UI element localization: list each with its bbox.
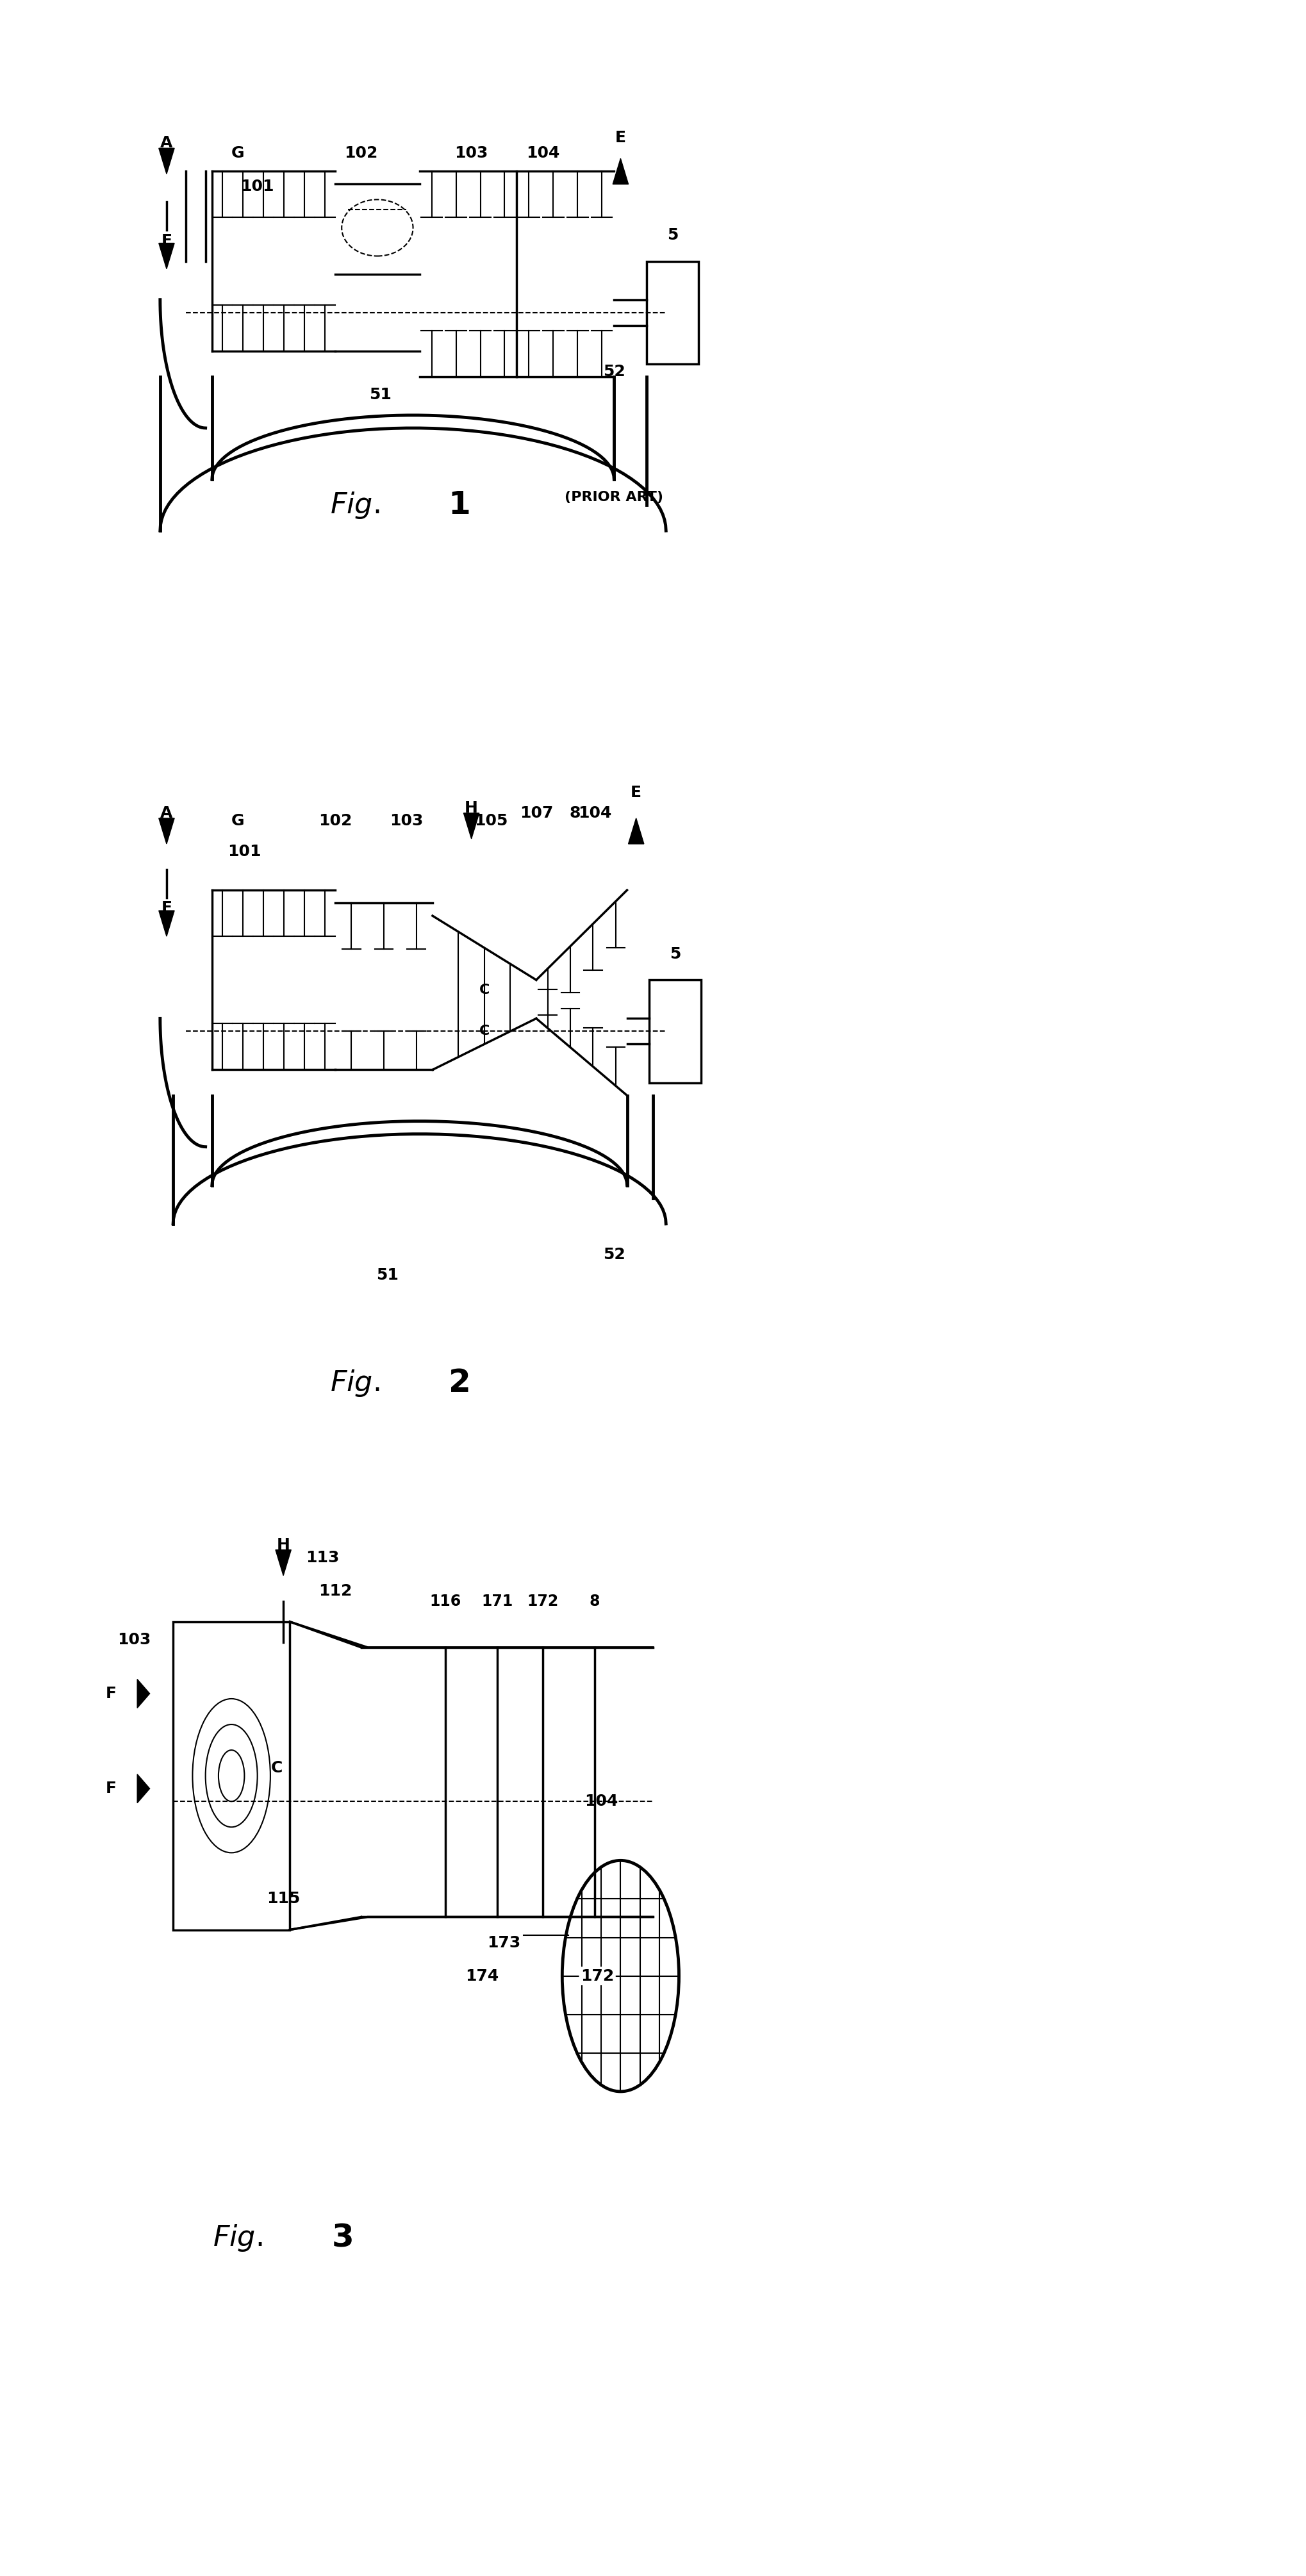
Text: A: A bbox=[161, 806, 172, 822]
Polygon shape bbox=[276, 1551, 291, 1577]
Text: $\mathit{Fig.}$: $\mathit{Fig.}$ bbox=[330, 489, 380, 520]
Text: 107: 107 bbox=[520, 806, 552, 822]
Text: 174: 174 bbox=[465, 1968, 499, 1984]
Text: 172: 172 bbox=[526, 1595, 559, 1610]
Polygon shape bbox=[613, 160, 628, 183]
Text: F: F bbox=[106, 1685, 116, 1700]
Polygon shape bbox=[159, 912, 175, 935]
Text: $\mathit{Fig.}$: $\mathit{Fig.}$ bbox=[213, 2223, 263, 2254]
Text: $\mathbf{1}$: $\mathbf{1}$ bbox=[448, 489, 469, 520]
Text: 173: 173 bbox=[487, 1935, 521, 1950]
Text: 101: 101 bbox=[240, 178, 274, 193]
Text: C: C bbox=[270, 1759, 282, 1775]
Text: E: E bbox=[615, 131, 626, 147]
Text: 5: 5 bbox=[670, 945, 680, 961]
Text: 51: 51 bbox=[376, 1267, 398, 1283]
Text: G: G bbox=[231, 814, 244, 829]
Polygon shape bbox=[137, 1680, 150, 1708]
FancyBboxPatch shape bbox=[174, 1623, 290, 1929]
Text: E: E bbox=[631, 786, 641, 801]
Text: G: G bbox=[231, 147, 244, 162]
Text: 103: 103 bbox=[454, 147, 488, 162]
Text: (PRIOR ART): (PRIOR ART) bbox=[564, 492, 663, 505]
Text: 103: 103 bbox=[389, 814, 423, 829]
Text: C: C bbox=[479, 984, 490, 997]
Text: 52: 52 bbox=[603, 1247, 626, 1262]
Text: 113: 113 bbox=[306, 1551, 340, 1566]
Text: 171: 171 bbox=[482, 1595, 513, 1610]
Text: A: A bbox=[161, 137, 172, 152]
Text: F: F bbox=[106, 1780, 116, 1795]
Polygon shape bbox=[159, 819, 175, 845]
Text: $\mathbf{2}$: $\mathbf{2}$ bbox=[448, 1368, 469, 1399]
Text: 104: 104 bbox=[526, 147, 559, 162]
Text: $\mathbf{3}$: $\mathbf{3}$ bbox=[332, 2223, 353, 2254]
Polygon shape bbox=[464, 814, 479, 840]
Text: 52: 52 bbox=[603, 363, 626, 379]
Text: C: C bbox=[479, 1025, 490, 1038]
Text: 8: 8 bbox=[569, 806, 581, 822]
Text: 5: 5 bbox=[667, 227, 678, 242]
Polygon shape bbox=[137, 1775, 150, 1803]
Polygon shape bbox=[628, 819, 644, 845]
Text: F: F bbox=[161, 232, 172, 247]
Text: 103: 103 bbox=[118, 1633, 151, 1649]
Text: $\mathit{Fig.}$: $\mathit{Fig.}$ bbox=[330, 1368, 380, 1399]
Text: 104: 104 bbox=[584, 1793, 618, 1808]
FancyBboxPatch shape bbox=[646, 260, 699, 363]
Text: 112: 112 bbox=[319, 1584, 353, 1600]
Polygon shape bbox=[159, 149, 175, 173]
Text: 8: 8 bbox=[589, 1595, 599, 1610]
Text: F: F bbox=[161, 902, 172, 914]
Text: 51: 51 bbox=[370, 386, 392, 402]
FancyBboxPatch shape bbox=[649, 979, 701, 1082]
Text: 115: 115 bbox=[266, 1891, 300, 1906]
Text: 116: 116 bbox=[430, 1595, 461, 1610]
Text: 102: 102 bbox=[319, 814, 353, 829]
Text: 102: 102 bbox=[345, 147, 377, 162]
Text: 172: 172 bbox=[581, 1968, 614, 1984]
Text: 104: 104 bbox=[577, 806, 611, 822]
Text: 101: 101 bbox=[227, 845, 261, 860]
Text: H: H bbox=[465, 801, 478, 817]
Text: H: H bbox=[277, 1538, 290, 1553]
Polygon shape bbox=[159, 242, 175, 268]
Text: 105: 105 bbox=[474, 814, 508, 829]
